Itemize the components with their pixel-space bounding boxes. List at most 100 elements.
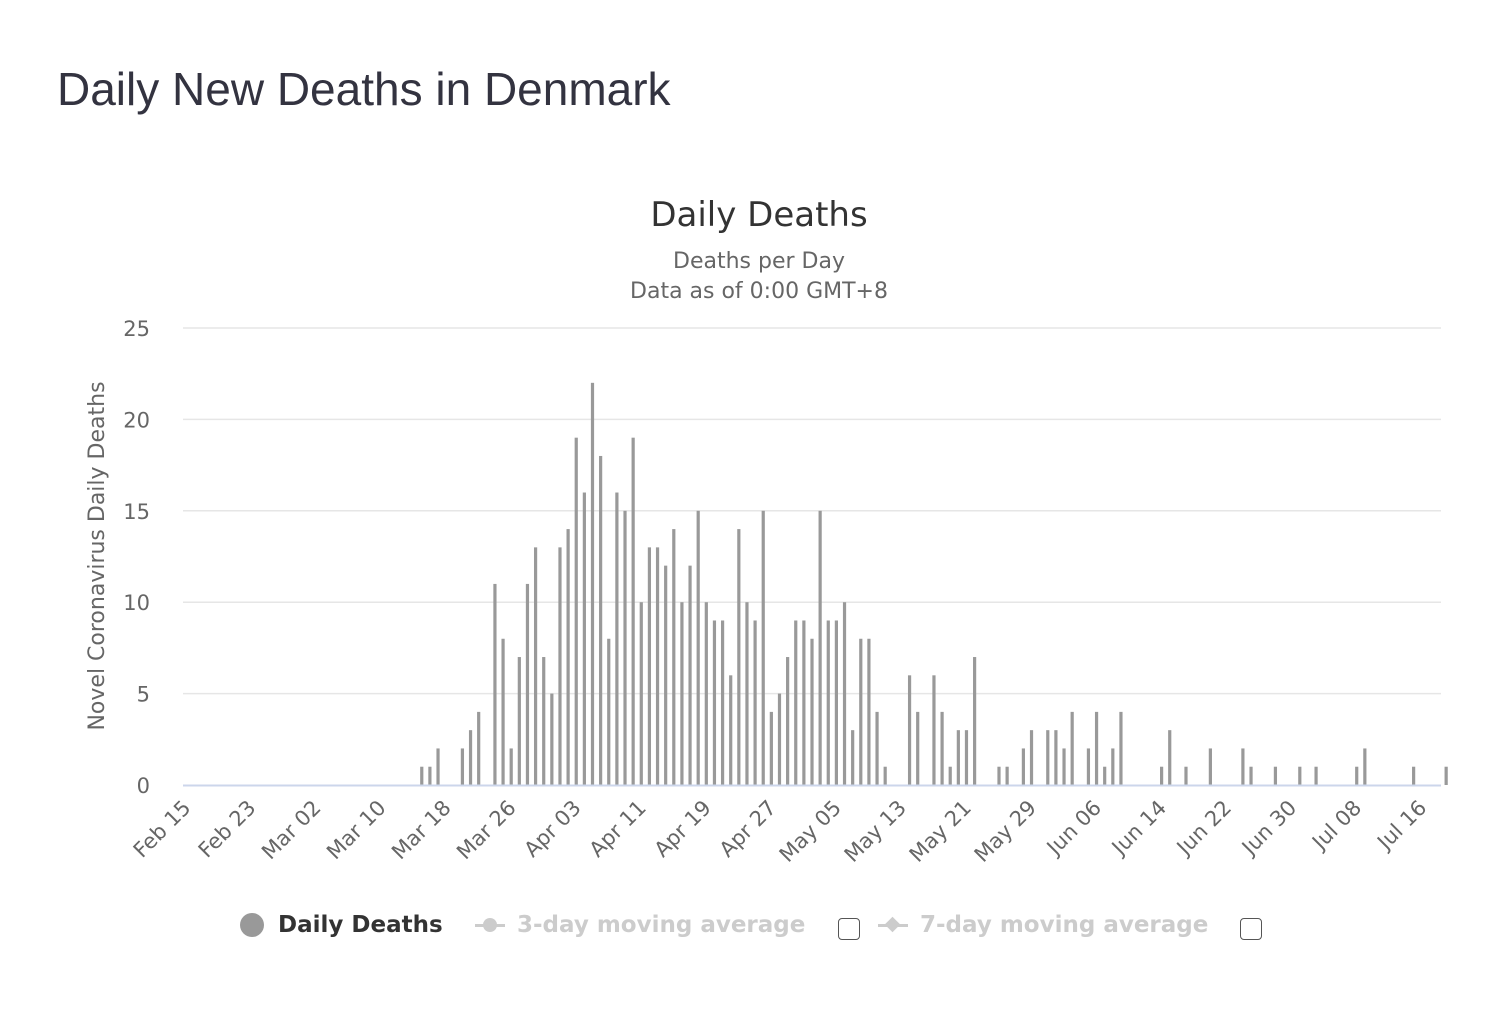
bar[interactable] — [1241, 748, 1245, 785]
bar[interactable] — [1103, 766, 1107, 785]
bar[interactable] — [1160, 766, 1164, 785]
bar[interactable] — [1086, 748, 1091, 785]
bar[interactable] — [883, 766, 887, 785]
bar[interactable] — [1168, 730, 1172, 785]
bar[interactable] — [680, 602, 684, 785]
bar[interactable] — [720, 620, 725, 785]
bar[interactable] — [916, 711, 920, 785]
bar[interactable] — [867, 638, 871, 785]
3-day-moving-average-checkbox[interactable] — [838, 918, 860, 940]
bar[interactable] — [615, 492, 619, 785]
x-tick-label: Apr 27 — [715, 796, 781, 862]
bar[interactable] — [1029, 730, 1034, 785]
bar[interactable] — [574, 437, 578, 785]
bar[interactable] — [525, 583, 530, 785]
bar[interactable] — [477, 711, 481, 785]
bar[interactable] — [1273, 766, 1278, 785]
bar[interactable] — [696, 510, 700, 785]
bar[interactable] — [769, 711, 773, 785]
chart-title: Daily Deaths — [650, 195, 867, 235]
y-tick-label: 5 — [137, 683, 150, 707]
page-title: Daily New Deaths in Denmark — [57, 63, 671, 115]
bar[interactable] — [1444, 766, 1448, 785]
bar[interactable] — [818, 510, 822, 785]
bar[interactable] — [460, 748, 465, 785]
bar[interactable] — [907, 675, 912, 785]
bar[interactable] — [599, 455, 603, 785]
bar[interactable] — [826, 620, 830, 785]
bar[interactable] — [566, 529, 570, 785]
bar[interactable] — [997, 766, 1001, 785]
bar[interactable] — [761, 510, 765, 785]
bar[interactable] — [590, 382, 595, 785]
bar[interactable] — [1054, 730, 1058, 785]
bar[interactable] — [664, 565, 668, 785]
x-tick-label: Mar 02 — [257, 796, 326, 865]
bar[interactable] — [1363, 748, 1367, 785]
bar[interactable] — [932, 675, 936, 785]
bar[interactable] — [737, 529, 741, 785]
bar[interactable] — [1355, 766, 1359, 785]
bar[interactable] — [550, 693, 554, 785]
bar[interactable] — [1062, 748, 1066, 785]
bar[interactable] — [639, 602, 643, 785]
bar[interactable] — [428, 766, 432, 785]
bar[interactable] — [517, 657, 521, 785]
bar[interactable] — [501, 638, 505, 785]
bar[interactable] — [1094, 711, 1099, 785]
bar[interactable] — [973, 657, 977, 785]
bar[interactable] — [1412, 766, 1416, 785]
x-tick-label: Apr 11 — [585, 796, 651, 862]
bar[interactable] — [956, 730, 960, 785]
legend-item-3-day-moving-average[interactable]: 3-day moving average — [475, 905, 805, 945]
bar[interactable] — [875, 711, 879, 785]
bar[interactable] — [802, 620, 806, 785]
bar[interactable] — [631, 437, 635, 785]
bar[interactable] — [1249, 766, 1253, 785]
bar[interactable] — [509, 748, 513, 785]
bar[interactable] — [1111, 748, 1115, 785]
bar[interactable] — [420, 766, 424, 785]
bar[interactable] — [810, 638, 814, 785]
bar[interactable] — [948, 766, 952, 785]
bar[interactable] — [493, 583, 497, 785]
bar[interactable] — [1021, 748, 1025, 785]
bar[interactable] — [729, 675, 733, 785]
bar[interactable] — [745, 602, 749, 785]
bar[interactable] — [1184, 766, 1188, 785]
bar[interactable] — [1046, 730, 1050, 785]
bar[interactable] — [1314, 766, 1318, 785]
bar[interactable] — [777, 693, 782, 785]
7-day-moving-average-checkbox[interactable] — [1240, 918, 1262, 940]
bar[interactable] — [1298, 766, 1302, 785]
bar[interactable] — [1005, 766, 1009, 785]
bar[interactable] — [940, 711, 944, 785]
bar[interactable] — [834, 620, 838, 785]
legend-item-daily-deaths[interactable]: Daily Deaths — [240, 905, 443, 945]
bar[interactable] — [533, 547, 538, 785]
bar[interactable] — [468, 730, 473, 785]
bar[interactable] — [786, 657, 790, 785]
bar[interactable] — [542, 657, 546, 785]
bar[interactable] — [655, 547, 660, 785]
bar[interactable] — [623, 510, 627, 785]
bar[interactable] — [582, 492, 586, 785]
bar[interactable] — [1119, 711, 1123, 785]
bar[interactable] — [842, 602, 847, 785]
bar[interactable] — [964, 730, 969, 785]
bar[interactable] — [753, 620, 757, 785]
bar[interactable] — [859, 638, 863, 785]
bar[interactable] — [1070, 711, 1074, 785]
bar[interactable] — [558, 547, 562, 785]
bar[interactable] — [688, 565, 692, 785]
bar[interactable] — [1208, 748, 1212, 785]
bar[interactable] — [607, 638, 611, 785]
bar[interactable] — [672, 529, 676, 785]
bar[interactable] — [704, 602, 708, 785]
bar[interactable] — [436, 748, 440, 785]
bar[interactable] — [851, 730, 855, 785]
bar[interactable] — [712, 620, 717, 785]
bar[interactable] — [794, 620, 798, 785]
legend-item-7-day-moving-average[interactable]: 7-day moving average — [878, 905, 1208, 945]
bar[interactable] — [647, 547, 652, 785]
